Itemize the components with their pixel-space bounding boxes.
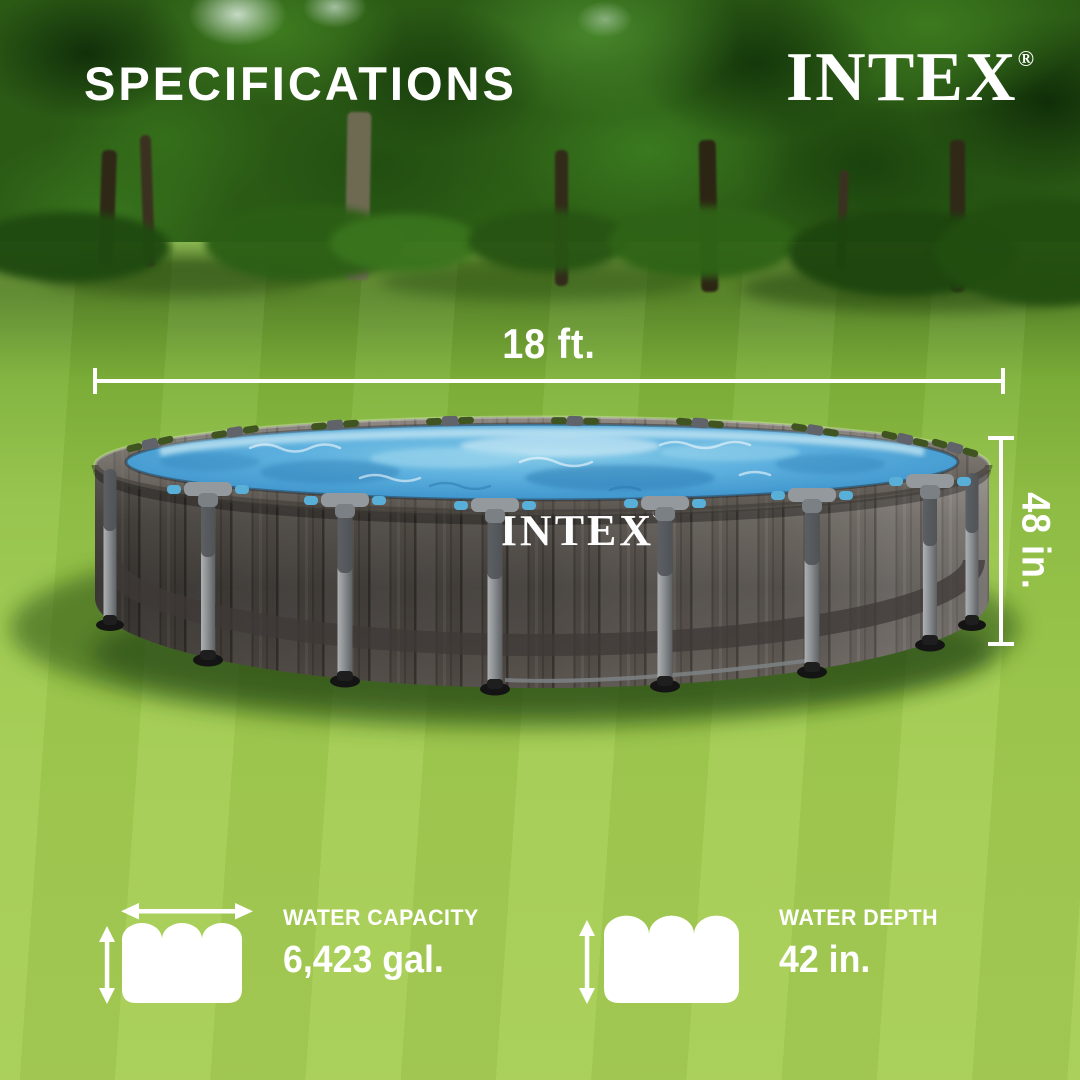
spec-value: 6,423 gal. bbox=[283, 939, 444, 981]
width-dimension-label: 18 ft. bbox=[502, 320, 596, 367]
pool-wall bbox=[93, 465, 991, 688]
spec-value: 42 in. bbox=[779, 939, 871, 981]
brand-logo-text: INTEX bbox=[785, 39, 1018, 116]
height-dimension-label: 48 in. bbox=[1013, 492, 1058, 590]
vertical-arrow-icon bbox=[99, 926, 115, 1004]
spec-label: WATER CAPACITY bbox=[283, 905, 479, 930]
bush bbox=[468, 210, 628, 272]
horizontal-arrow-icon bbox=[121, 903, 253, 920]
pool-leg bbox=[330, 500, 360, 688]
pool-leg bbox=[650, 503, 680, 693]
rail-handle-slots bbox=[126, 415, 979, 458]
water-capacity-icon bbox=[99, 903, 253, 1004]
page-title: SPECIFICATIONS bbox=[84, 57, 517, 110]
pool-leg bbox=[96, 469, 124, 631]
pool-leg bbox=[480, 505, 510, 696]
spec-water-depth: WATER DEPTH 42 in. bbox=[575, 898, 985, 1013]
registered-mark: ® bbox=[1017, 46, 1034, 71]
pool-water bbox=[124, 422, 960, 502]
water-tub-icon bbox=[604, 915, 739, 1003]
water-tub-icon bbox=[122, 923, 242, 1003]
brand-logo: INTEX® bbox=[786, 38, 1034, 118]
width-dimension-line bbox=[93, 368, 1005, 394]
bush bbox=[0, 212, 170, 282]
background-trees bbox=[0, 0, 1080, 305]
bush bbox=[608, 206, 798, 278]
height-dimension-line: 48 in. bbox=[988, 436, 1058, 646]
width-dimension: 18 ft. bbox=[93, 320, 1005, 394]
spec-water-capacity: WATER CAPACITY 6,423 gal. bbox=[95, 898, 525, 1013]
pool-leg bbox=[958, 473, 986, 631]
pool-strap bbox=[99, 559, 985, 656]
leg-rail-connectors bbox=[167, 474, 971, 523]
vertical-arrow-icon bbox=[579, 920, 595, 1004]
bush bbox=[330, 214, 480, 272]
spec-label: WATER DEPTH bbox=[779, 905, 939, 930]
water-depth-icon bbox=[579, 915, 739, 1004]
ground-frame-bar bbox=[504, 659, 806, 683]
